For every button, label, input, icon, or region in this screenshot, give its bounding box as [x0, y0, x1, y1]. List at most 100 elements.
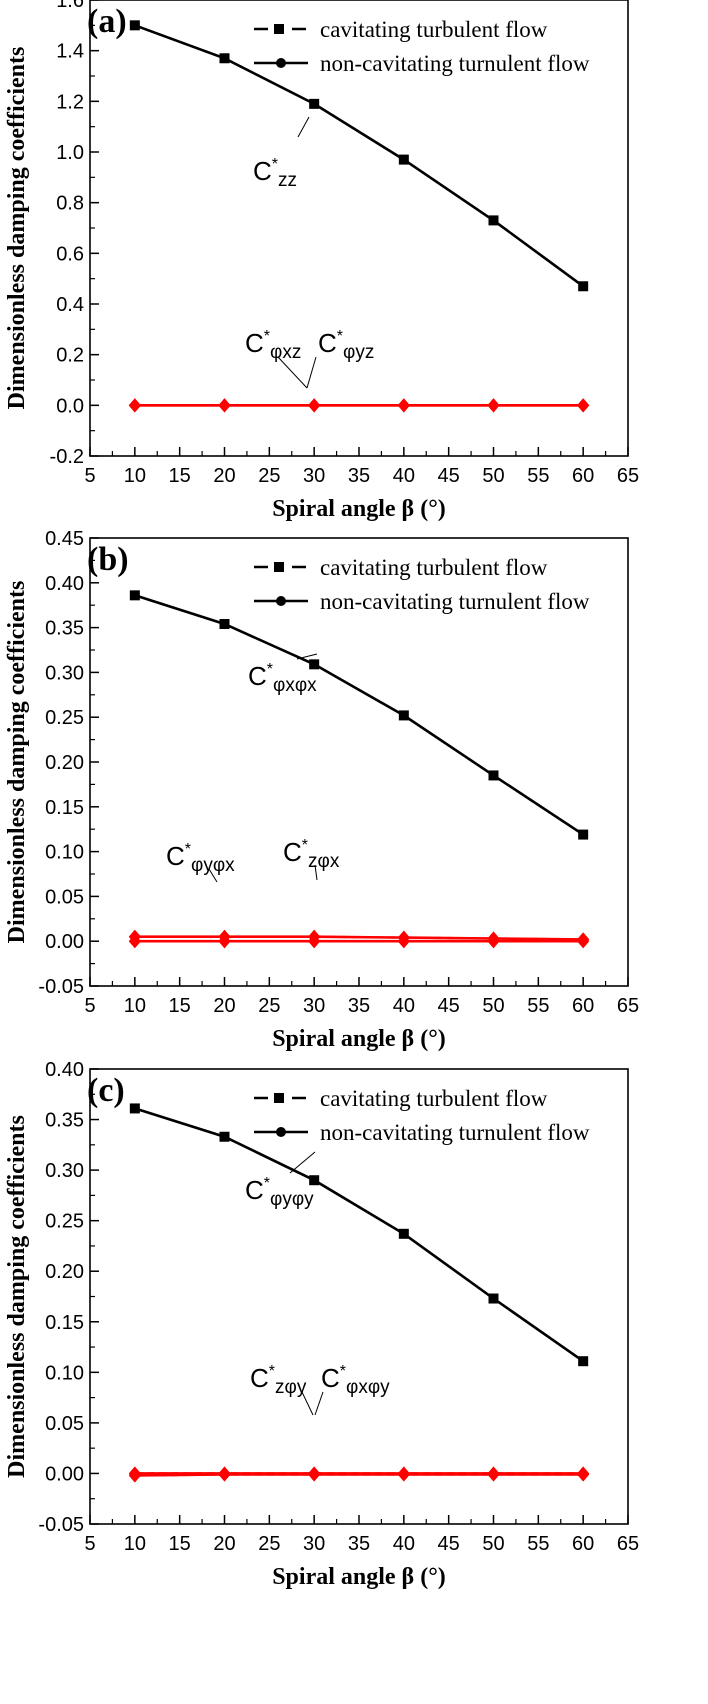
data-point-marker	[309, 659, 319, 669]
legend-label-non-cavitating: non-cavitating turnulent flow	[320, 589, 590, 614]
data-point-marker	[220, 1132, 229, 1142]
y-tick-label: 0.0	[56, 395, 84, 417]
x-tick-label: 40	[393, 995, 415, 1017]
data-point-marker	[578, 1356, 588, 1366]
legend-label-cavitating: cavitating turbulent flow	[320, 555, 548, 580]
y-tick-label: 0.20	[45, 1261, 84, 1283]
data-point-marker	[489, 770, 498, 780]
x-tick-label: 25	[258, 465, 280, 487]
x-tick-label: 40	[393, 465, 415, 487]
y-tick-label: 0.10	[45, 842, 84, 864]
data-point-marker	[220, 619, 229, 629]
y-tick-label: 1.6	[56, 0, 84, 12]
annotation-leader-line	[314, 1391, 324, 1416]
y-tick-label: 0.30	[45, 1160, 84, 1182]
data-point-marker	[399, 710, 409, 720]
legend-label-cavitating: cavitating turbulent flow	[320, 1086, 548, 1111]
series-annotation: C*φxφx	[248, 661, 317, 696]
y-tick-label: -0.05	[38, 1514, 84, 1536]
legend-marker-circle	[276, 1127, 286, 1137]
x-tick-label: 10	[124, 995, 146, 1017]
data-point-marker	[130, 20, 140, 30]
series-line	[134, 1107, 584, 1363]
series-line	[134, 1107, 584, 1363]
y-tick-label: 0.10	[45, 1362, 84, 1384]
x-tick-label: 65	[617, 1533, 639, 1555]
y-tick-label: 0.45	[45, 528, 84, 550]
x-tick-label: 30	[303, 465, 325, 487]
x-tick-label: 50	[482, 1533, 504, 1555]
data-point-marker	[487, 934, 500, 949]
y-tick-label: 1.2	[56, 91, 84, 113]
y-tick-label: 0.30	[45, 662, 84, 684]
series-line	[134, 24, 584, 288]
y-tick-label: 0.35	[45, 618, 84, 640]
data-point-marker	[578, 830, 588, 840]
chart-panel-b: 5 10 15 20 25 30 35 40 45 50 55 60 65 -0.05 0.00 0.05 0.…	[4, 528, 639, 1052]
data-point-marker	[220, 53, 229, 63]
data-point-marker	[218, 1466, 231, 1481]
annotation-leader-line	[314, 864, 318, 881]
x-tick-label: 60	[572, 465, 594, 487]
series-annotation: C*φxz	[245, 328, 301, 363]
data-point-marker	[399, 155, 409, 165]
y-tick-label: 0.05	[45, 886, 84, 908]
legend-label-non-cavitating: non-cavitating turnulent flow	[320, 51, 590, 76]
series-annotation: C*zz	[253, 156, 297, 191]
y-axis-title: Dimensionless damping coefficients	[4, 1115, 30, 1478]
panel-label: (c)	[87, 1072, 125, 1109]
series-line	[134, 935, 584, 941]
y-tick-label: 0.35	[45, 1110, 84, 1132]
x-tick-label: 30	[303, 995, 325, 1017]
y-tick-label: 0.6	[56, 243, 84, 265]
data-point-marker	[487, 398, 500, 413]
series-line	[134, 594, 584, 836]
data-point-marker	[309, 99, 319, 109]
y-tick-label: -0.05	[38, 976, 84, 998]
x-axis-title: Spiral angle β (°)	[272, 1026, 446, 1052]
series-annotation: C*φyφx	[166, 841, 235, 876]
chart-panel-c: 5 10 15 20 25 30 35 40 45 50 55 60 65 -0.05 0.00 0.05 0.…	[4, 1059, 639, 1590]
data-point-marker	[489, 1294, 498, 1304]
x-axis-title: Spiral angle β (°)	[272, 1564, 446, 1590]
annotation-leader-line	[277, 356, 308, 389]
series-annotation: C*φyz	[318, 328, 374, 363]
y-tick-label: 0.00	[45, 1463, 84, 1485]
data-point-marker	[397, 934, 410, 949]
series-annotation: C*φxφy	[321, 1363, 390, 1398]
data-point-marker	[308, 398, 321, 413]
y-tick-label: 0.05	[45, 1413, 84, 1435]
legend-marker-square	[274, 562, 284, 572]
x-tick-label: 60	[572, 995, 594, 1017]
y-tick-label: 0.40	[45, 1059, 84, 1081]
y-tick-label: 0.8	[56, 193, 84, 215]
series-line	[134, 594, 584, 836]
x-tick-label: 65	[617, 465, 639, 487]
data-point-marker	[128, 1466, 141, 1481]
legend-label-cavitating: cavitating turbulent flow	[320, 17, 548, 42]
x-tick-label: 10	[124, 1533, 146, 1555]
y-tick-label: -0.2	[50, 446, 84, 468]
annotation-leader-line	[208, 868, 218, 883]
x-tick-label: 5	[84, 1533, 95, 1555]
x-tick-label: 5	[84, 465, 95, 487]
x-tick-label: 35	[348, 995, 370, 1017]
x-tick-label: 5	[84, 995, 95, 1017]
annotation-leader-line	[296, 653, 318, 660]
x-tick-label: 55	[527, 465, 549, 487]
series-annotation: C*zφx	[283, 837, 340, 872]
data-point-marker	[577, 1466, 590, 1481]
x-tick-label: 15	[169, 1533, 191, 1555]
x-tick-label: 65	[617, 995, 639, 1017]
annotation-leader-line	[297, 116, 310, 138]
x-axis-title: Spiral angle β (°)	[272, 496, 446, 522]
x-tick-label: 35	[348, 465, 370, 487]
x-tick-label: 10	[124, 465, 146, 487]
y-tick-label: 0.20	[45, 752, 84, 774]
data-point-marker	[397, 398, 410, 413]
data-point-marker	[218, 398, 231, 413]
data-point-marker	[130, 590, 140, 600]
x-tick-label: 20	[213, 995, 235, 1017]
data-point-marker	[128, 934, 141, 949]
